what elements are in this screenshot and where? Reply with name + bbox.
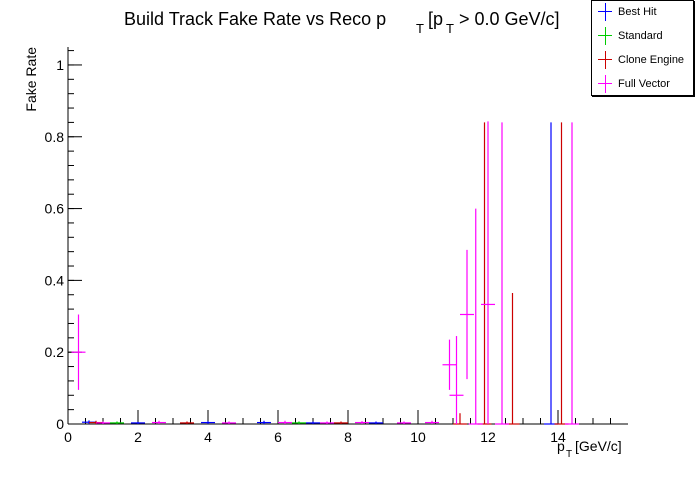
legend-entry-standard: Standard	[592, 25, 695, 49]
legend-marker-icon	[598, 51, 612, 69]
x-tick-label: 10	[410, 429, 426, 445]
y-tick-label: 0.6	[45, 201, 65, 217]
legend-label: Standard	[618, 30, 663, 42]
series-best-hit	[82, 122, 558, 425]
legend-marker-icon	[598, 27, 612, 45]
chart-title-subscript: T	[416, 21, 424, 36]
legend-entry-full-vector: Full Vector	[592, 73, 695, 97]
chart-title-end: > 0.0 GeV/c]	[459, 9, 560, 29]
series-clone-engine	[89, 122, 569, 425]
x-axis-label-main: p	[557, 438, 565, 454]
series-standard	[110, 421, 306, 424]
axes: 00.20.40.60.810 2 4 6 8 10 12 14	[45, 47, 628, 445]
x-axis-label-subscript: T	[566, 449, 572, 460]
legend-entry-best-hit: Best Hit	[592, 1, 695, 25]
chart-title-subscript-2: T	[446, 21, 454, 36]
x-tick-label: 2	[134, 429, 142, 445]
legend: Best Hit Standard Clone Engine Full Vect…	[591, 0, 694, 96]
x-tick-label: 4	[204, 429, 212, 445]
x-tick-label: 0	[64, 429, 72, 445]
legend-label: Full Vector	[618, 78, 670, 90]
legend-label: Best Hit	[618, 6, 657, 18]
data-series	[71, 121, 579, 425]
x-tick-label: 6	[274, 429, 282, 445]
legend-marker-icon	[598, 3, 612, 21]
y-axis-label: Fake Rate	[23, 47, 39, 112]
chart-title-bracket: [p	[428, 9, 443, 29]
x-axis-label-unit: [GeV/c]	[575, 438, 622, 454]
x-tick-label: 12	[480, 429, 496, 445]
y-tick-label: 0.8	[45, 129, 65, 145]
y-tick-label: 0.4	[45, 272, 65, 288]
legend-entry-clone-engine: Clone Engine	[592, 49, 695, 73]
legend-label: Clone Engine	[618, 54, 685, 66]
series-full-vector	[71, 121, 579, 425]
chart-title-main: Build Track Fake Rate vs Reco p	[124, 9, 386, 29]
y-tick-label: 1	[56, 57, 64, 73]
legend-marker-icon	[598, 75, 612, 93]
x-tick-label: 14	[550, 429, 566, 445]
y-tick-label: 0.2	[45, 344, 65, 360]
x-tick-label: 8	[344, 429, 352, 445]
y-tick-label: 0	[56, 416, 64, 432]
